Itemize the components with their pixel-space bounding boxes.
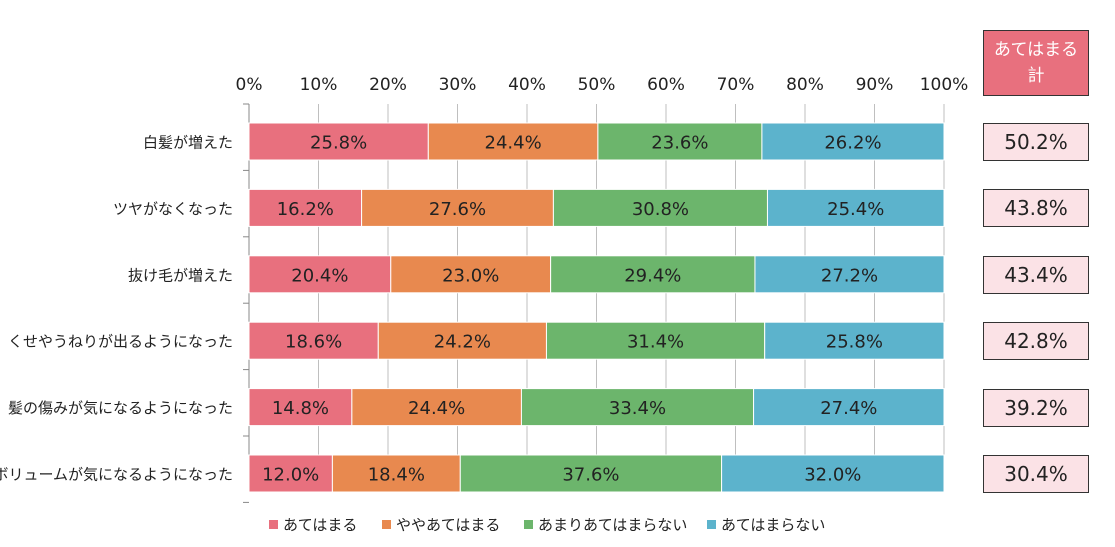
total-header: あてはまる計: [983, 30, 1089, 96]
category-label: ボリュームが気になるようになった: [0, 466, 233, 484]
data-label: 25.8%: [310, 133, 367, 154]
bar-segment: [764, 321, 945, 360]
total-value: 30.4%: [983, 455, 1089, 493]
category-label: ツヤがなくなった: [113, 200, 233, 218]
x-tick-label: 60%: [647, 75, 685, 95]
data-label: 27.4%: [820, 398, 877, 419]
bar-segment: [248, 454, 333, 493]
bar-segment: [550, 255, 756, 294]
bar-segment: [545, 321, 766, 360]
data-label: 23.0%: [442, 265, 499, 286]
total-value: 50.2%: [983, 123, 1089, 161]
x-tick-label: 40%: [508, 75, 546, 95]
x-tick-label: 0%: [236, 75, 263, 95]
x-tick-label: 100%: [920, 75, 969, 95]
x-tick-label: 80%: [786, 75, 824, 95]
data-label: 30.8%: [632, 199, 689, 220]
bar-segment: [248, 122, 429, 161]
total-value: 43.8%: [983, 189, 1089, 228]
data-label: 25.4%: [827, 199, 884, 220]
legend-label: あまりあてはまらない: [538, 516, 687, 534]
bar-segment: [248, 188, 363, 227]
category-label: 白髪が増えた: [143, 134, 233, 152]
legend-swatch: [382, 520, 391, 529]
bar-segment: [761, 122, 945, 161]
bar-segment: [351, 388, 522, 427]
data-label: 27.6%: [429, 199, 486, 220]
data-label: 24.2%: [434, 332, 491, 353]
bar-segment: [754, 255, 945, 294]
category-label: 抜け毛が増えた: [128, 266, 233, 284]
total-value: 39.2%: [983, 388, 1089, 427]
legend-label: ややあてはまる: [396, 516, 500, 534]
bar-segment: [552, 188, 768, 227]
x-tick-label: 30%: [439, 75, 477, 95]
data-label: 24.4%: [485, 133, 542, 154]
data-label: 12.0%: [262, 465, 319, 486]
bar-segment: [597, 122, 763, 161]
category-label: くせやうねりが出るようになった: [8, 333, 233, 351]
data-label: 24.4%: [408, 398, 465, 419]
total-value: 43.4%: [983, 255, 1089, 294]
bar-segment: [753, 388, 945, 427]
legend-swatch: [269, 520, 278, 529]
bar-segment: [248, 255, 392, 294]
x-tick-label: 10%: [300, 75, 338, 95]
data-label: 27.2%: [821, 265, 878, 286]
bar-segment: [361, 188, 554, 227]
x-tick-label: 90%: [856, 75, 894, 95]
total-value: 42.8%: [983, 322, 1089, 361]
bar-segment: [721, 454, 945, 493]
data-label: 32.0%: [804, 465, 861, 486]
data-label: 26.2%: [824, 133, 881, 154]
data-label: 18.6%: [285, 332, 342, 353]
data-label: 33.4%: [609, 398, 666, 419]
x-tick-label: 50%: [578, 75, 616, 95]
data-label: 14.8%: [272, 398, 329, 419]
data-label: 31.4%: [627, 332, 684, 353]
legend-swatch: [707, 520, 716, 529]
x-tick-label: 70%: [717, 75, 755, 95]
bar-segment: [377, 321, 547, 360]
data-label: 20.4%: [291, 265, 348, 286]
data-label: 16.2%: [277, 199, 334, 220]
bar-segment: [427, 122, 599, 161]
category-label: 髪の傷みが気になるようになった: [8, 399, 233, 417]
bar-segment: [459, 454, 723, 493]
legend-label: あてはまる: [283, 516, 357, 534]
data-label: 37.6%: [562, 465, 619, 486]
data-label: 25.8%: [826, 332, 883, 353]
bar-segment: [766, 188, 945, 227]
legend-label: あてはまらない: [721, 516, 825, 534]
x-tick-label: 20%: [369, 75, 407, 95]
bar-segment: [390, 255, 552, 294]
legend-swatch: [524, 520, 533, 529]
data-label: 29.4%: [624, 265, 681, 286]
data-label: 23.6%: [651, 133, 708, 154]
data-label: 18.4%: [368, 465, 425, 486]
